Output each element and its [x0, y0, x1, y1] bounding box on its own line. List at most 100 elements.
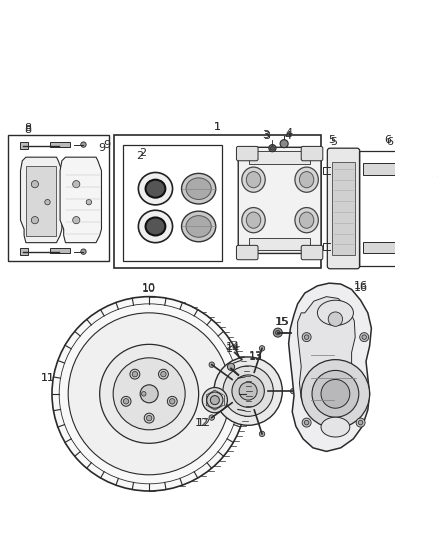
Circle shape [31, 181, 39, 188]
Bar [249, 151, 310, 164]
Circle shape [301, 360, 370, 428]
Text: 12: 12 [197, 418, 211, 427]
Bar [50, 248, 70, 254]
Text: 15: 15 [276, 317, 290, 327]
Circle shape [210, 395, 219, 405]
FancyBboxPatch shape [237, 147, 258, 161]
Circle shape [276, 330, 280, 335]
FancyBboxPatch shape [301, 147, 323, 161]
Circle shape [207, 392, 223, 408]
Text: 2: 2 [137, 151, 144, 161]
Circle shape [45, 199, 50, 205]
Polygon shape [298, 297, 355, 425]
Bar [8, 135, 109, 261]
Circle shape [259, 345, 265, 351]
Polygon shape [21, 157, 62, 243]
Text: 13: 13 [248, 351, 262, 361]
Ellipse shape [186, 216, 211, 237]
Circle shape [167, 397, 177, 406]
Circle shape [290, 389, 296, 394]
Text: 2: 2 [139, 148, 146, 158]
Text: 15: 15 [275, 317, 289, 327]
Circle shape [411, 244, 418, 251]
Bar [424, 220, 438, 227]
Text: 11: 11 [40, 373, 54, 383]
Bar [363, 164, 410, 175]
Circle shape [360, 333, 369, 342]
Text: 3: 3 [263, 130, 270, 140]
Circle shape [81, 249, 86, 254]
Text: 4: 4 [285, 128, 292, 138]
Circle shape [141, 392, 146, 396]
Text: 5: 5 [328, 135, 336, 145]
Circle shape [113, 358, 185, 430]
Text: 16: 16 [353, 282, 367, 293]
Circle shape [358, 421, 363, 425]
Circle shape [209, 415, 215, 420]
Circle shape [356, 418, 365, 427]
Circle shape [269, 144, 276, 152]
Bar [123, 146, 222, 261]
Circle shape [328, 312, 343, 326]
Circle shape [124, 399, 129, 404]
Circle shape [321, 379, 350, 408]
Circle shape [159, 369, 168, 379]
Ellipse shape [145, 180, 166, 198]
Bar [422, 184, 429, 196]
Ellipse shape [246, 172, 261, 188]
Bar [21, 142, 28, 149]
Bar [359, 151, 420, 266]
Bar [363, 242, 410, 254]
Circle shape [73, 216, 80, 224]
Circle shape [130, 369, 140, 379]
Circle shape [73, 181, 80, 188]
Ellipse shape [300, 212, 314, 228]
FancyBboxPatch shape [238, 147, 321, 254]
Ellipse shape [145, 217, 166, 236]
Text: 14: 14 [226, 342, 240, 352]
Circle shape [362, 335, 367, 340]
Circle shape [86, 199, 92, 205]
Ellipse shape [181, 211, 216, 242]
Circle shape [223, 366, 273, 416]
Circle shape [81, 142, 86, 147]
Ellipse shape [242, 207, 265, 233]
Circle shape [227, 363, 235, 370]
Bar [50, 142, 70, 147]
Text: 7: 7 [436, 176, 438, 187]
Circle shape [304, 421, 309, 425]
Text: 6: 6 [386, 137, 393, 147]
Text: 5: 5 [330, 137, 337, 147]
Circle shape [411, 165, 418, 173]
Text: 1: 1 [214, 123, 221, 133]
Circle shape [170, 399, 175, 404]
Circle shape [413, 167, 417, 171]
Ellipse shape [321, 417, 350, 437]
Bar [422, 217, 429, 229]
Circle shape [273, 328, 283, 337]
Circle shape [146, 415, 152, 421]
Circle shape [312, 370, 359, 417]
Text: 6: 6 [384, 135, 391, 145]
Circle shape [270, 146, 275, 150]
Circle shape [140, 385, 158, 403]
Circle shape [280, 140, 288, 148]
Ellipse shape [242, 167, 265, 192]
FancyBboxPatch shape [237, 245, 258, 260]
Circle shape [413, 245, 417, 249]
Ellipse shape [246, 212, 261, 228]
Ellipse shape [186, 178, 211, 199]
Circle shape [52, 297, 246, 491]
FancyBboxPatch shape [301, 245, 323, 260]
Polygon shape [289, 283, 371, 451]
Circle shape [239, 382, 257, 400]
Bar [26, 166, 57, 236]
Ellipse shape [295, 167, 318, 192]
Circle shape [144, 413, 154, 423]
Ellipse shape [300, 172, 314, 188]
Text: 12: 12 [195, 418, 209, 427]
Text: 16: 16 [353, 281, 367, 291]
Polygon shape [60, 157, 102, 243]
Circle shape [302, 333, 311, 342]
Circle shape [100, 344, 199, 443]
